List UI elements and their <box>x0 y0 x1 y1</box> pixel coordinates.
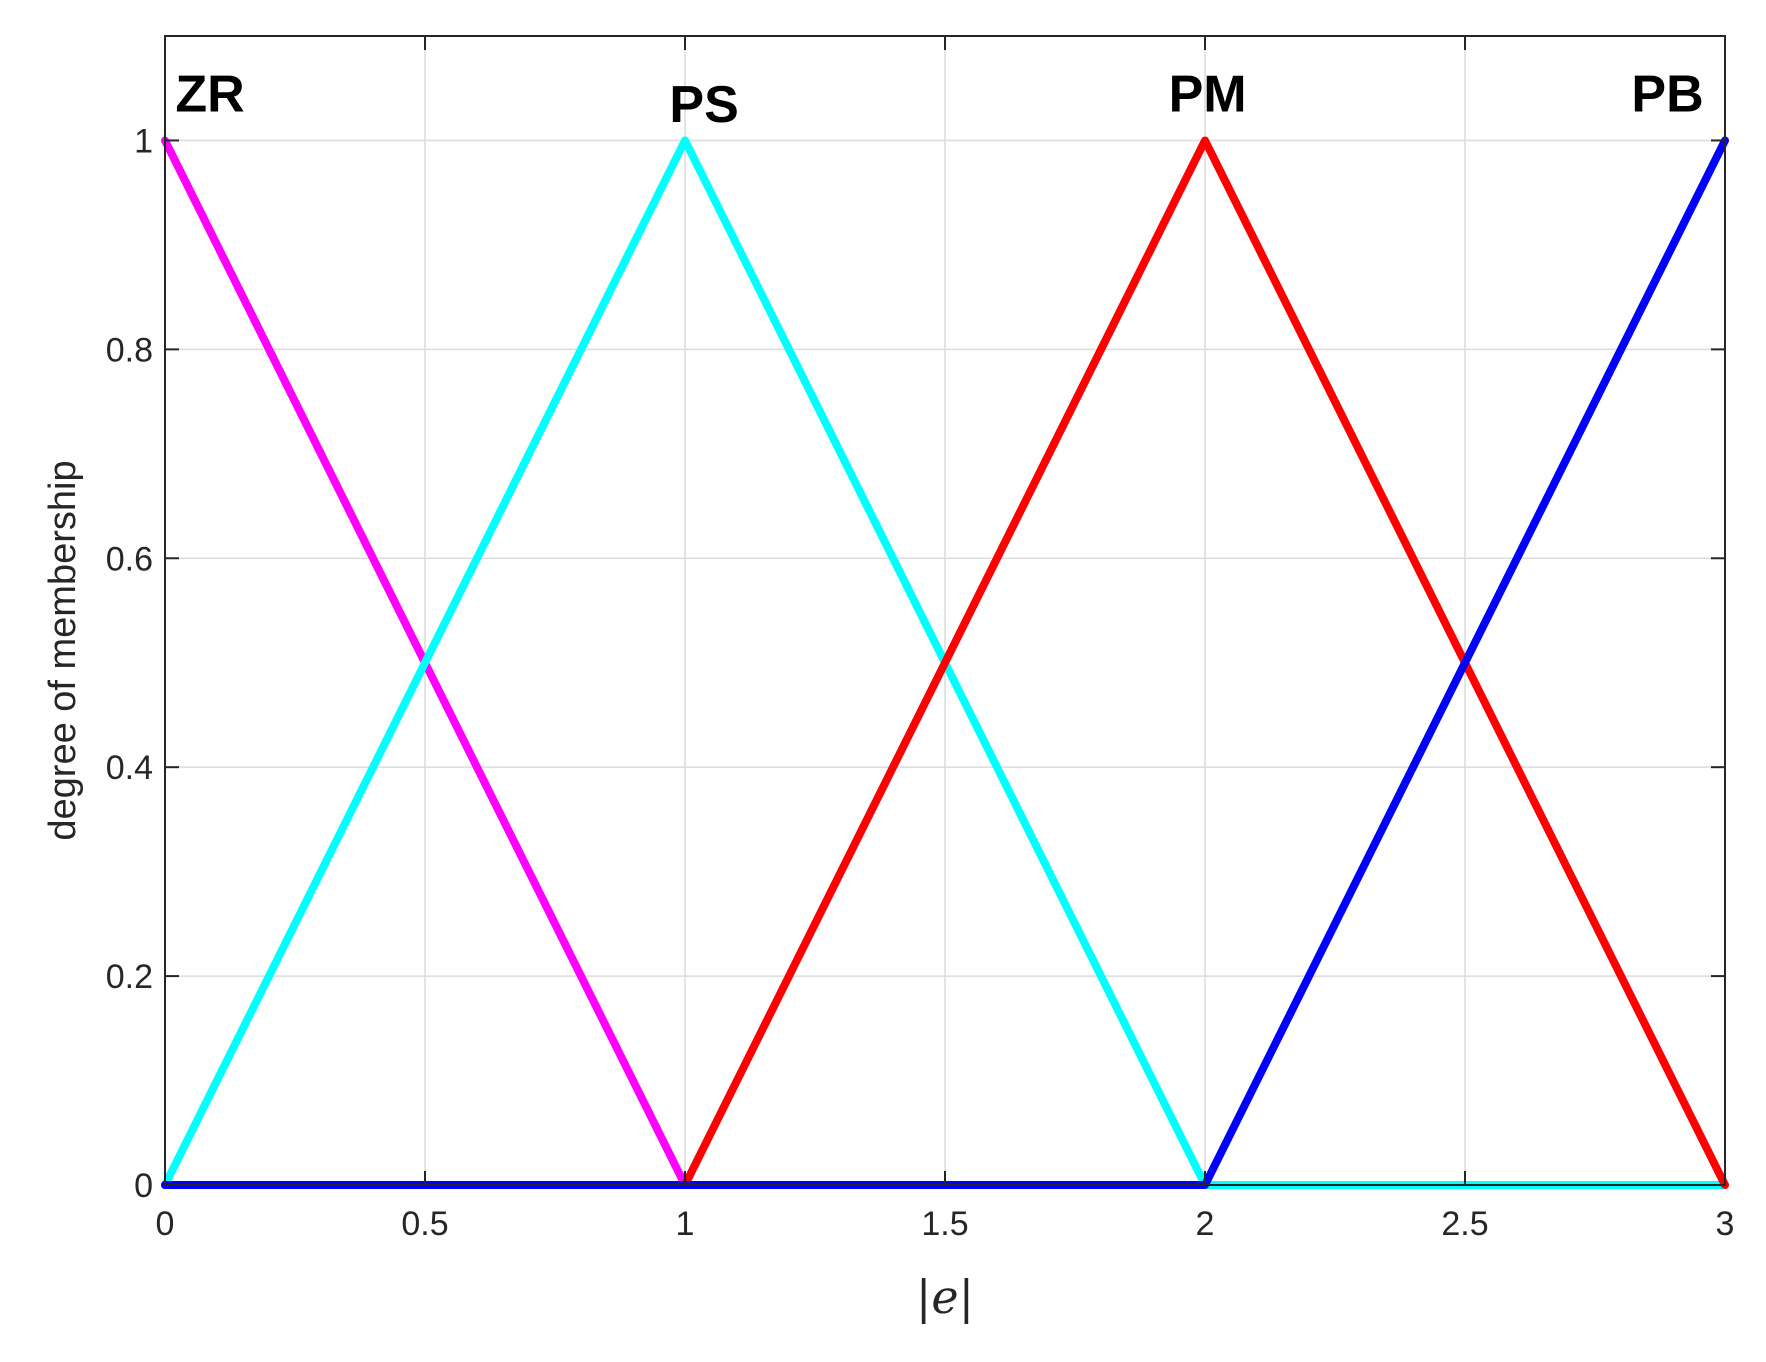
y-tick-label: 1 <box>134 122 153 160</box>
grid-lines <box>164 36 1726 1186</box>
y-tick-label: 0.2 <box>106 958 153 996</box>
x-axis-label: |e| <box>916 1270 974 1324</box>
x-tick-label: 0 <box>156 1205 175 1243</box>
mf-label-zr: ZR <box>175 65 244 123</box>
tick-marks <box>164 36 1726 1186</box>
y-axis-label: degree of membership <box>42 460 84 840</box>
x-tick-label: 2 <box>1196 1205 1215 1243</box>
membership-labels: ZR PS PM PB <box>175 65 1703 133</box>
x-tick-label: 2.5 <box>1441 1205 1488 1243</box>
y-tick-label: 0.6 <box>106 540 153 578</box>
y-tick-label: 0.4 <box>106 749 153 787</box>
mf-label-pm: PM <box>1169 65 1247 123</box>
x-tick-label: 0.5 <box>401 1205 448 1243</box>
y-tick-label: 0 <box>134 1167 153 1205</box>
y-tick-label: 0.8 <box>106 331 153 369</box>
x-tick-labels: 0 0.5 1 1.5 2 2.5 3 <box>156 1205 1735 1243</box>
x-tick-label: 3 <box>1716 1205 1735 1243</box>
y-tick-labels: 0 0.2 0.4 0.6 0.8 1 <box>106 122 153 1205</box>
x-tick-label: 1.5 <box>921 1205 968 1243</box>
mf-label-pb: PB <box>1631 65 1703 123</box>
x-tick-label: 1 <box>676 1205 695 1243</box>
mf-label-ps: PS <box>669 76 738 134</box>
